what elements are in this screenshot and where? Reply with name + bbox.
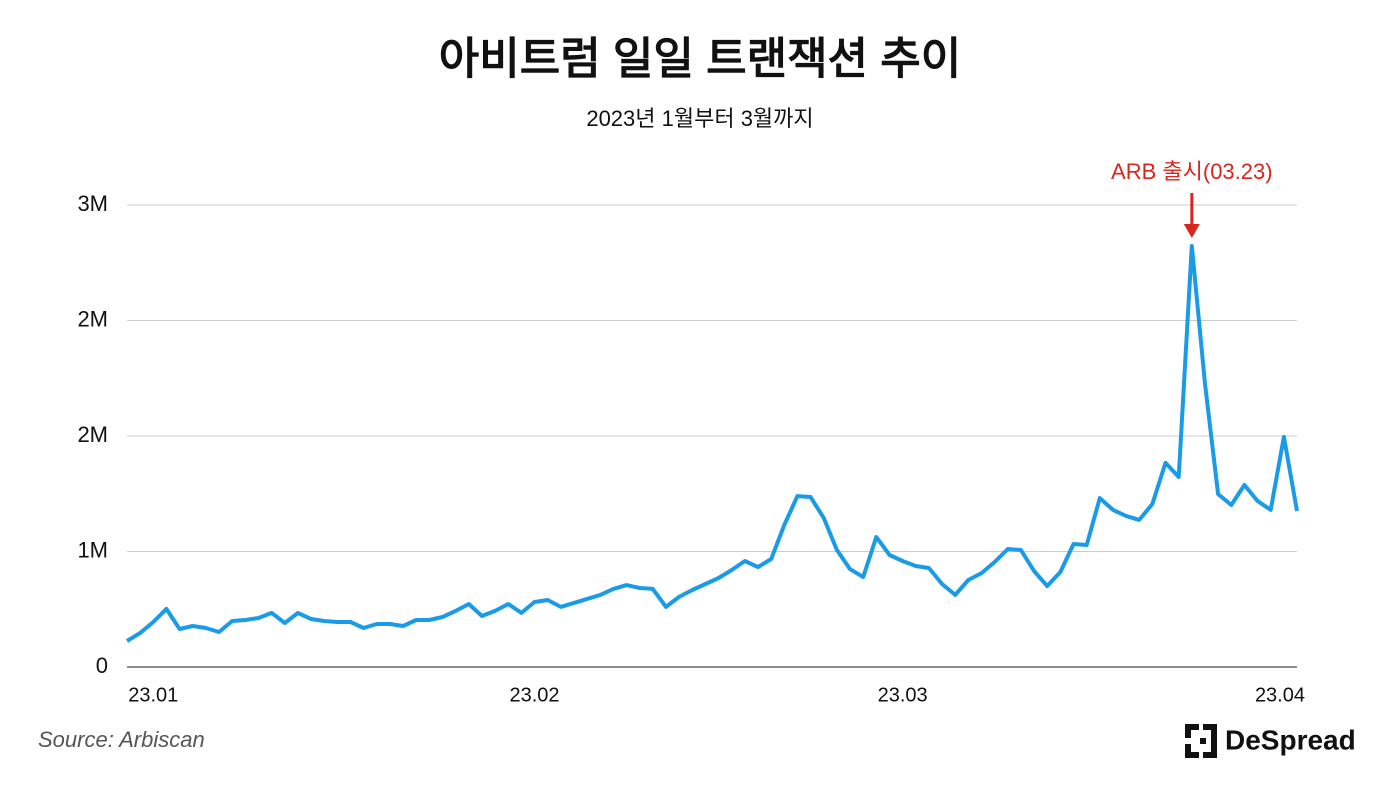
- brand-logo: DeSpread: [1185, 724, 1356, 758]
- y-tick-label: 2M: [77, 306, 108, 331]
- y-tick-label: 1M: [77, 537, 108, 562]
- y-tick-label: 3M: [77, 191, 108, 216]
- source: Source: Arbiscan: [38, 727, 205, 752]
- y-tick-label: 0: [96, 653, 108, 678]
- annotation: ARB 출시(03.23): [1111, 159, 1273, 184]
- annotation-arrowhead: [1183, 223, 1200, 238]
- data-line: [125, 244, 1299, 643]
- chart-title: 아비트럼 일일 트랜잭션 추이: [439, 35, 961, 84]
- x-tick-label: 23.03: [878, 684, 928, 706]
- chart-subtitle: 2023년 1월부터 3월까지: [586, 106, 813, 131]
- logo-icon: [1185, 724, 1217, 758]
- x-tick-label: 23.02: [509, 684, 559, 706]
- x-tick-label: 23.04: [1255, 684, 1305, 706]
- y-tick-label: 2M: [77, 422, 108, 447]
- brand-name: DeSpread: [1225, 724, 1356, 755]
- x-tick-label: 23.01: [128, 684, 178, 706]
